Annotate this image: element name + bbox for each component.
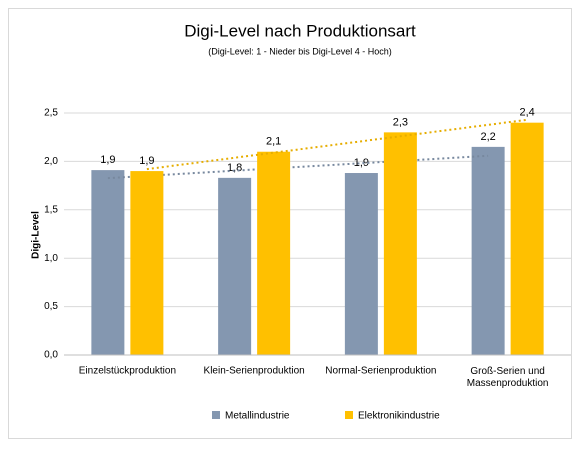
data-label: 1,9 [100, 154, 115, 166]
y-tick-label: 2,5 [44, 108, 58, 119]
bar [257, 151, 291, 355]
y-tick-label: 0,5 [44, 301, 58, 312]
legend-label: Metallindustrie [225, 411, 290, 422]
bar [344, 173, 378, 355]
x-tick-label: Klein-Serienproduktion [204, 366, 305, 377]
trendline [146, 118, 528, 171]
data-label: 2,4 [519, 107, 534, 119]
legend-label: Elektronikindustrie [358, 411, 440, 422]
y-axis-label: Digi-Level [31, 211, 42, 259]
bar [130, 171, 164, 355]
x-tick-label: Groß-Serien und Massenproduktion [467, 366, 549, 389]
y-tick-label: 1,5 [44, 204, 58, 215]
bar [91, 170, 125, 355]
legend-swatch [212, 411, 220, 419]
y-tick-label: 1,0 [44, 253, 58, 264]
y-tick-label: 2,0 [44, 156, 58, 167]
chart-subtitle: (Digi-Level: 1 - Nieder bis Digi-Level 4… [208, 46, 392, 56]
bar [383, 132, 417, 355]
chart-title: Digi-Level nach Produktionsart [184, 21, 416, 40]
data-label: 1,9 [139, 155, 154, 167]
data-label: 1,9 [354, 157, 369, 169]
data-label: 2,3 [393, 116, 408, 128]
bar [510, 122, 544, 356]
legend-swatch [345, 411, 353, 419]
bar [218, 177, 252, 355]
x-tick-label: Einzelstückproduktion [79, 366, 176, 377]
bar [471, 146, 505, 355]
data-label: 2,2 [480, 131, 495, 143]
data-label: 2,1 [266, 136, 281, 148]
y-tick-label: 0,0 [44, 350, 58, 361]
x-tick-label: Normal-Serienproduktion [325, 366, 436, 377]
trendline [107, 154, 489, 180]
